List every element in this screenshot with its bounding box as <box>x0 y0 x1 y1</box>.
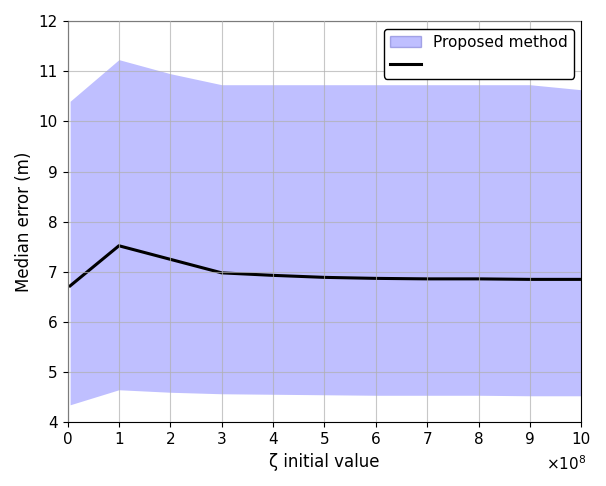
X-axis label: ζ initial value: ζ initial value <box>269 452 380 470</box>
Legend: Proposed method, : Proposed method, <box>384 29 574 79</box>
Y-axis label: Median error (m): Median error (m) <box>15 152 33 292</box>
Text: $\times10^{8}$: $\times10^{8}$ <box>546 454 587 473</box>
